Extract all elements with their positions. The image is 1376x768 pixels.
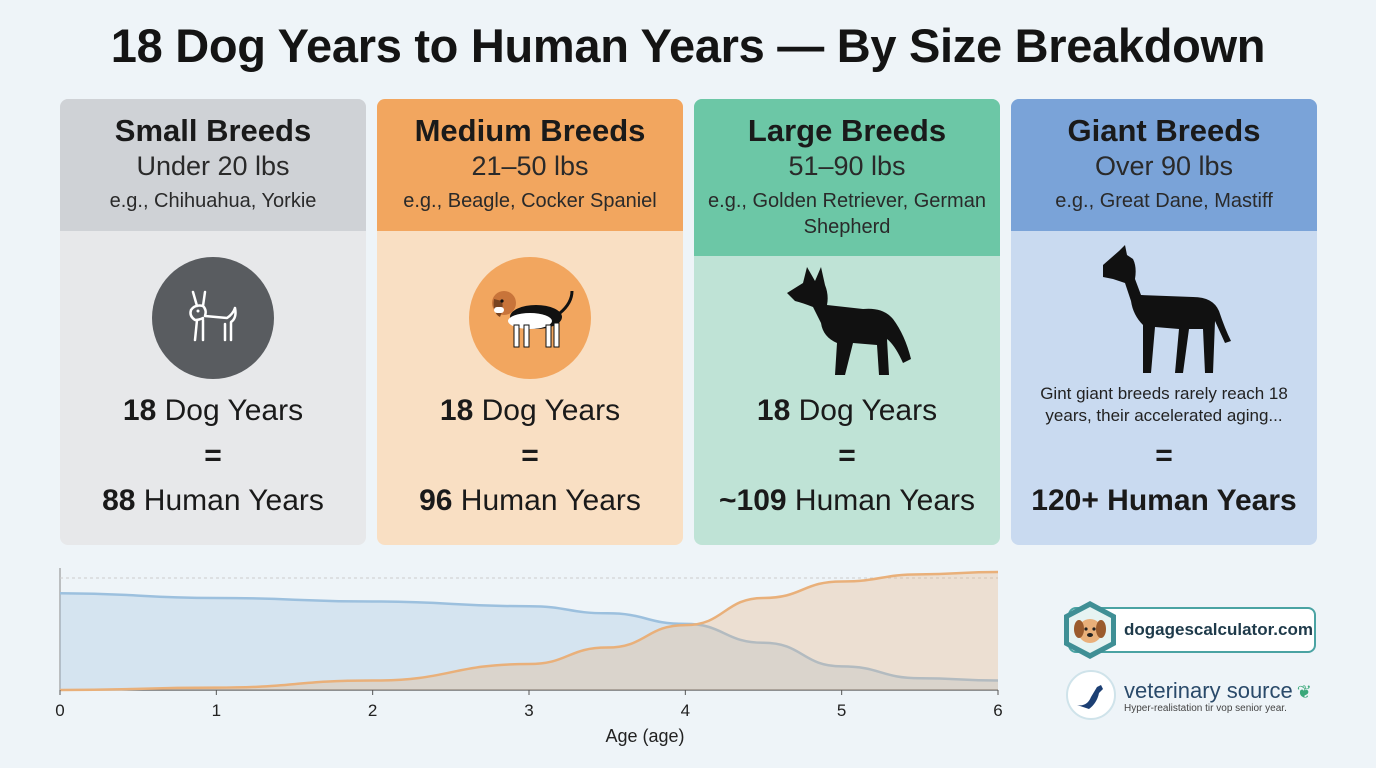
breed-weight: Over 90 lbs <box>1094 151 1234 181</box>
chihuahua-outline-icon <box>152 257 274 379</box>
card-header: Medium Breeds 21–50 lbs e.g., Beagle, Co… <box>377 99 683 231</box>
x-axis-label: Age (age) <box>605 726 684 746</box>
x-tick-label: 1 <box>212 701 221 720</box>
x-tick-label: 0 <box>55 701 64 720</box>
equals-sign: = <box>838 439 856 472</box>
vet-logo-icon <box>1066 670 1116 720</box>
breed-name: Large Breeds <box>747 113 947 148</box>
vet-source-tagline: Hyper-realistation tir vop senior year. <box>1124 703 1287 714</box>
breed-name: Small Breeds <box>114 113 312 148</box>
dog-years: 18 Dog Years <box>756 394 938 427</box>
equals-sign: = <box>1155 439 1173 472</box>
x-tick-label: 3 <box>524 701 533 720</box>
breed-examples: e.g., Chihuahua, Yorkie <box>109 190 317 212</box>
breed-examples: e.g., Great Dane, Mastiff <box>1055 190 1273 212</box>
series-0-line <box>59 591 999 682</box>
age-curve-chart: 0 1 2 3 4 5 6 Age (age) <box>55 568 1003 746</box>
human-years: ~109 Human Years <box>718 484 976 517</box>
breed-weight: Under 20 lbs <box>136 151 290 181</box>
card-giant-breeds: Giant Breeds Over 90 lbs e.g., Great Dan… <box>1011 99 1317 545</box>
x-tick-label: 6 <box>993 701 1002 720</box>
card-header: Large Breeds 51–90 lbs e.g., Golden Retr… <box>694 99 1000 256</box>
beagle-icon <box>469 257 591 379</box>
page-title: 18 Dog Years to Human Years — By Size Br… <box>110 19 1266 72</box>
breed-examples: e.g., Beagle, Cocker Spaniel <box>403 190 657 212</box>
card-small-breeds: Small Breeds Under 20 lbs e.g., Chihuahu… <box>60 99 366 545</box>
breed-weight: 21–50 lbs <box>471 151 589 181</box>
human-years: 120+ Human Years <box>1031 484 1297 517</box>
puppy-logo-icon <box>1064 601 1116 659</box>
german-shepherd-silhouette-icon <box>694 259 1000 379</box>
leaf-icon: ❦ <box>1296 682 1312 702</box>
x-tick-label: 2 <box>368 701 377 720</box>
equals-sign: = <box>204 439 222 472</box>
x-tick-label: 5 <box>837 701 846 720</box>
great-dane-silhouette-icon <box>1011 245 1317 375</box>
x-tick-label: 4 <box>681 701 690 720</box>
dog-years: 18 Dog Years <box>122 394 304 427</box>
card-large-breeds: Large Breeds 51–90 lbs e.g., Golden Retr… <box>694 99 1000 545</box>
human-years: 96 Human Years <box>419 484 641 517</box>
card-header: Giant Breeds Over 90 lbs e.g., Great Dan… <box>1011 99 1317 231</box>
breed-name: Giant Breeds <box>1067 113 1261 148</box>
breed-examples: e.g., Golden Retriever, German Shepherd <box>708 190 986 238</box>
series-0-area <box>60 593 998 690</box>
series-1-area <box>60 572 998 690</box>
dog-years: 18 Dog Years <box>439 394 621 427</box>
breed-name: Medium Breeds <box>414 113 646 148</box>
vet-source-label: veterinary source ❦ <box>1124 678 1312 703</box>
equals-sign: = <box>521 439 539 472</box>
human-years: 88 Human Years <box>102 484 324 517</box>
card-medium-breeds: Medium Breeds 21–50 lbs e.g., Beagle, Co… <box>377 99 683 545</box>
site-name: dogagescalculator.com <box>1124 620 1313 639</box>
series-1-line <box>59 570 999 692</box>
card-header: Small Breeds Under 20 lbs e.g., Chihuahu… <box>60 99 366 231</box>
breed-weight: 51–90 lbs <box>788 151 906 181</box>
giant-note: Gint giant breeds rarely reach 18 years,… <box>1040 384 1288 426</box>
